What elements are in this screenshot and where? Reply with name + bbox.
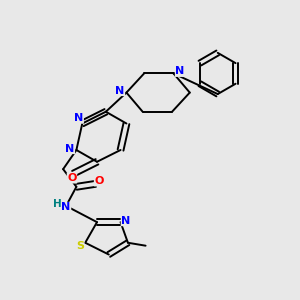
Text: H: H: [53, 200, 62, 209]
Text: N: N: [61, 202, 71, 212]
Text: O: O: [67, 173, 77, 183]
Text: O: O: [94, 176, 104, 186]
Text: N: N: [65, 143, 74, 154]
Text: N: N: [176, 66, 185, 76]
Text: N: N: [74, 113, 83, 123]
Text: S: S: [76, 241, 84, 251]
Text: N: N: [121, 216, 130, 226]
Text: N: N: [115, 85, 124, 95]
